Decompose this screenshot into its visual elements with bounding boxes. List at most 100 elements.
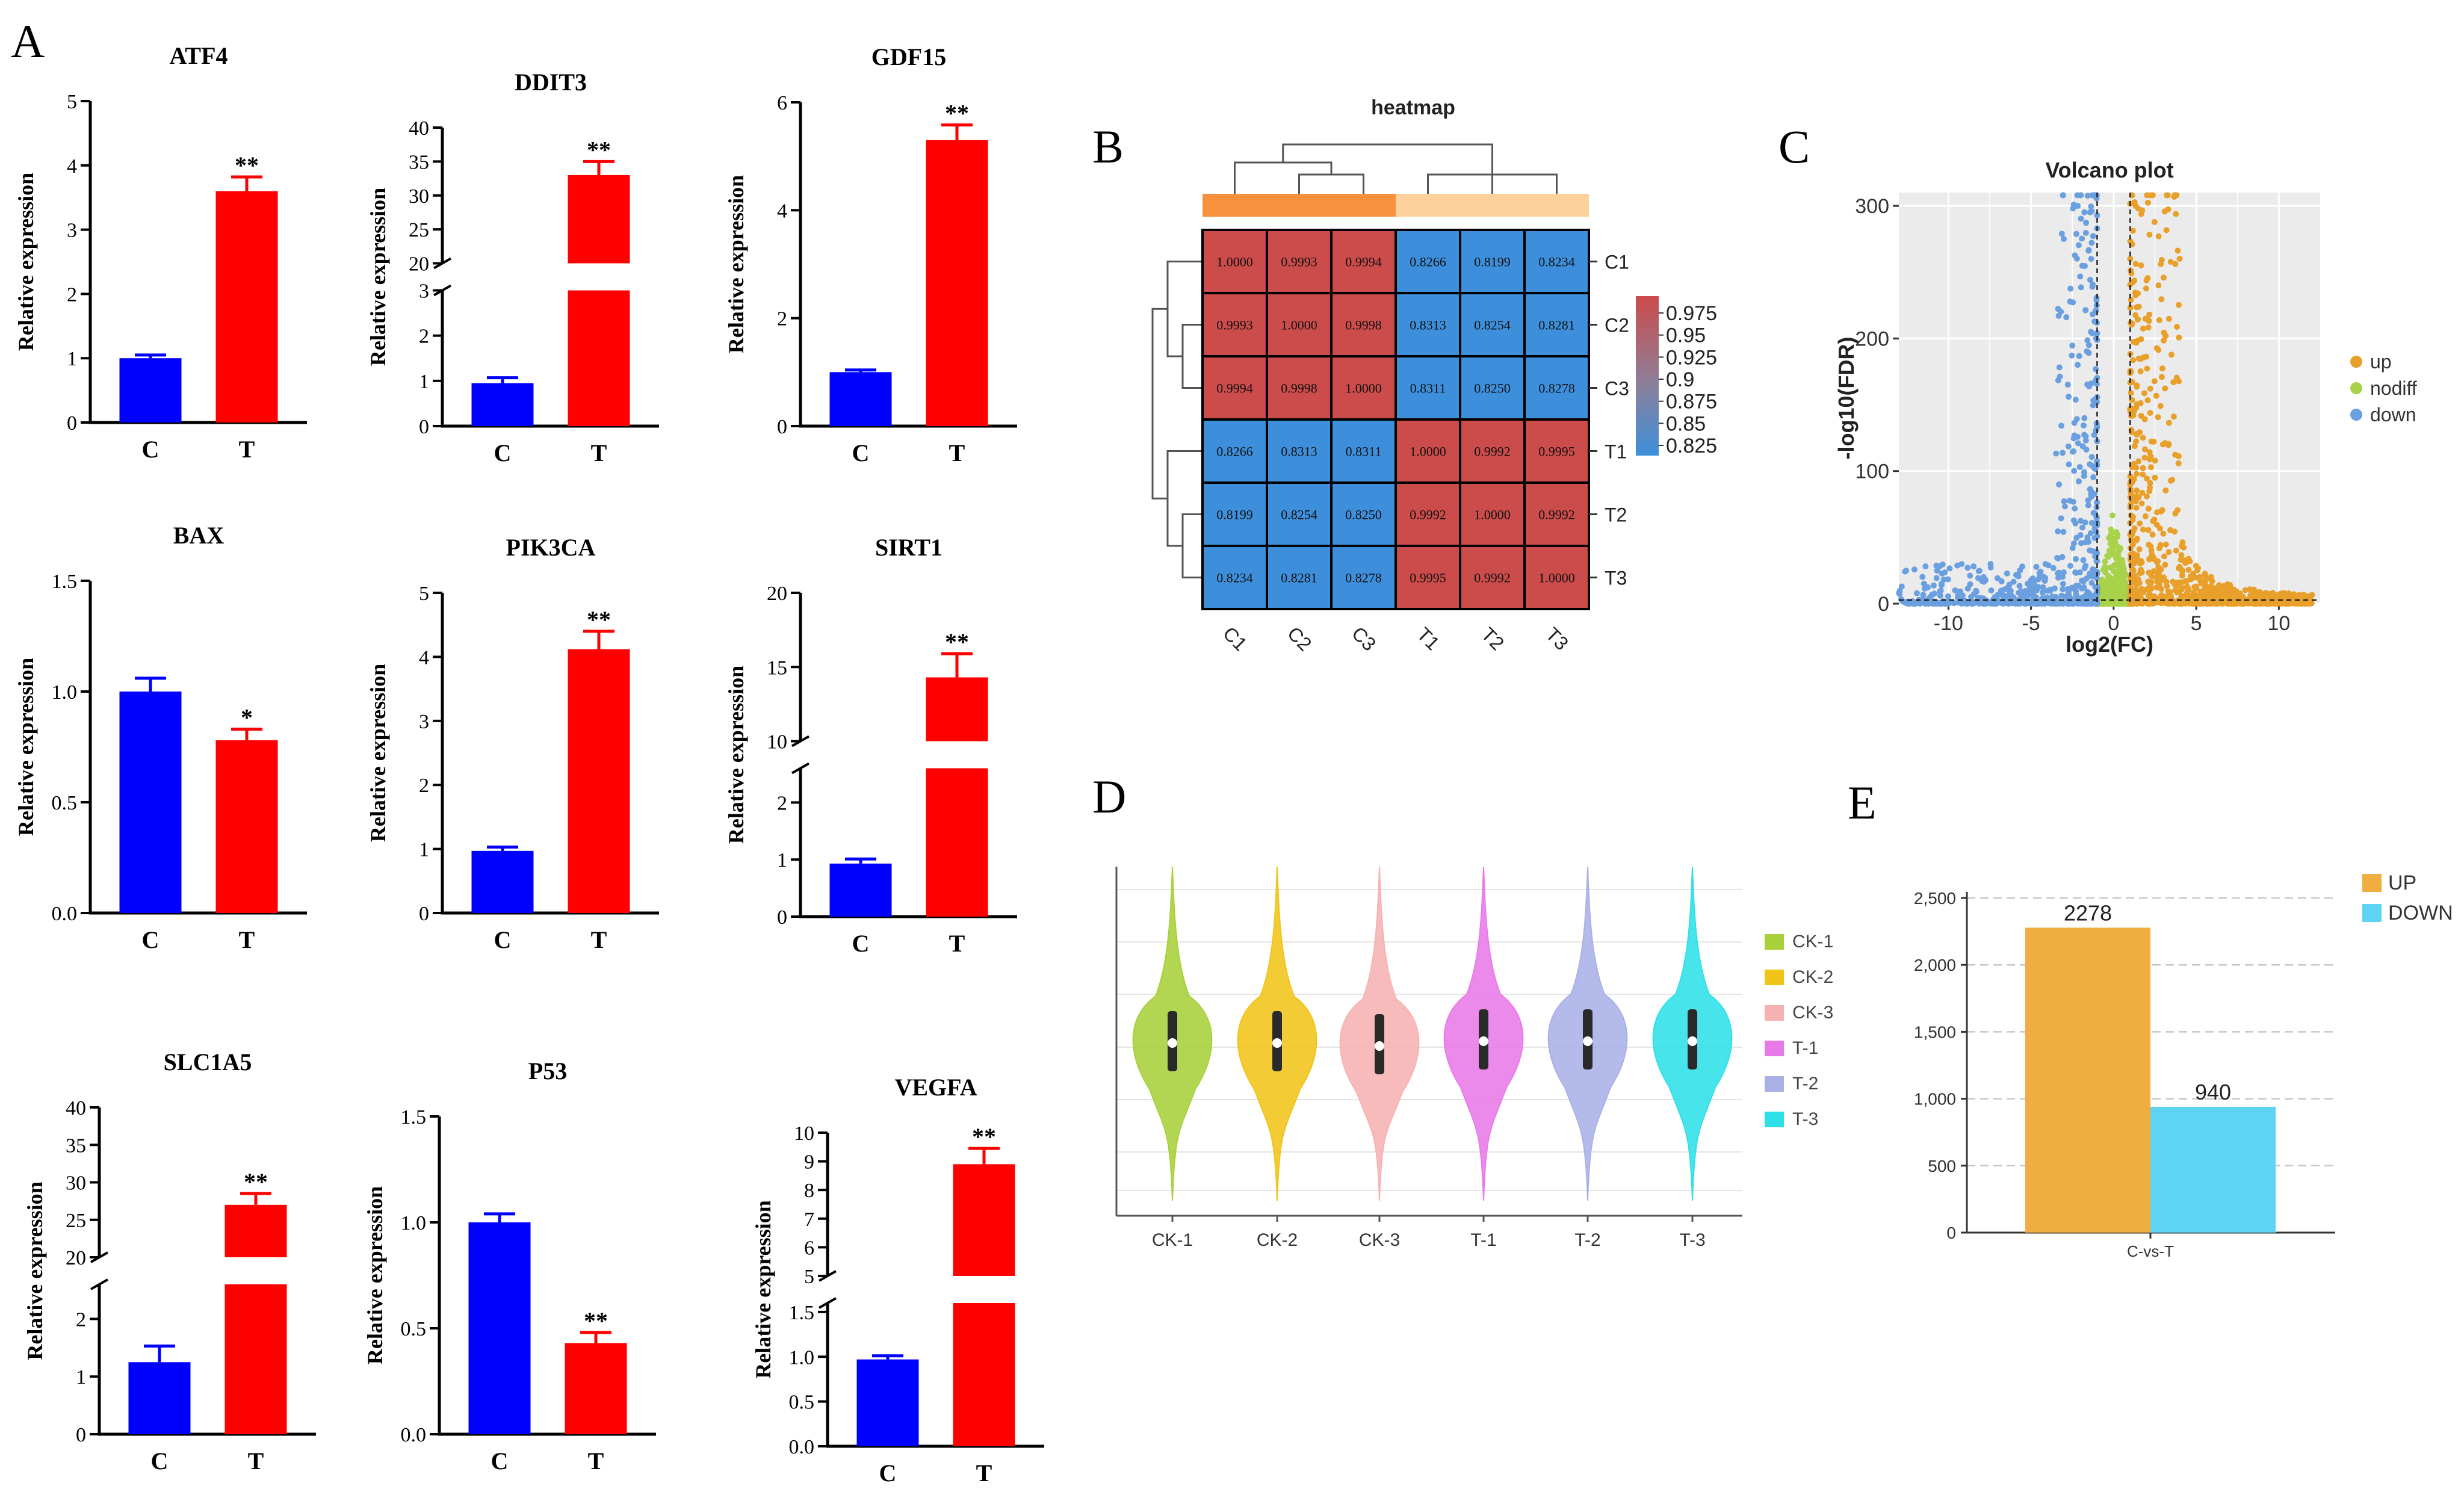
volcano-point (2059, 450, 2066, 456)
volcano-point (2239, 600, 2246, 607)
volcano-point (1970, 563, 1977, 570)
volcano-point (2151, 218, 2158, 225)
volcano-point (2050, 594, 2057, 601)
volcano-point (2134, 487, 2140, 494)
volcano-point (2217, 600, 2223, 607)
volcano-point (2185, 598, 2192, 604)
volcano-point (2107, 583, 2114, 589)
violin-panel: CK-1 CK-2 CK-3 T-1 T-2 T-3 CK-1 CK-2 CK-3 T-1 T-2 T… (1115, 866, 1833, 1250)
heatmap-col-label: C1 (1219, 622, 1251, 655)
volcano-point (2158, 586, 2164, 592)
volcano-point (2019, 563, 2026, 570)
volcano-point (2134, 316, 2141, 323)
volcano-point (2134, 338, 2141, 344)
legend-label: T-2 (1792, 1074, 1818, 1094)
violin-median (1583, 1036, 1593, 1046)
volcano-point (2070, 205, 2076, 212)
volcano-point (2098, 584, 2105, 590)
chart-title: VEGFA (894, 1074, 977, 1101)
colorbar-tick-label: 0.975 (1666, 302, 1717, 325)
bar-chart-bax: BAX Relative expression 0.0 0.5 1.0 1.5 C * T (14, 522, 307, 953)
volcano-point (2131, 497, 2137, 503)
volcano-point (2094, 398, 2100, 405)
volcano-point (2121, 569, 2128, 575)
volcano-point (2140, 526, 2147, 533)
volcano-point (2072, 556, 2079, 562)
violin-median (1168, 1038, 1177, 1048)
heatmap-cell-value: 0.8254 (1474, 318, 1511, 333)
legend-swatch-CK-1 (1765, 934, 1784, 950)
heatmap-cell-value: 0.8311 (1346, 444, 1382, 459)
y-tick-label: 1.5 (401, 1106, 427, 1128)
heatmap-cell-value: 1.0000 (1474, 507, 1511, 522)
volcano-point (2029, 592, 2036, 598)
x-tick-label: T (591, 439, 607, 466)
volcano-point (2144, 397, 2151, 404)
bar-C (128, 1362, 191, 1434)
volcano-point (2187, 573, 2194, 580)
volcano-point (1928, 592, 1935, 598)
volcano-point (1946, 600, 1952, 607)
y-tick-label: 5 (419, 583, 429, 605)
y-tick-label: 35 (66, 1134, 86, 1157)
x-tick-label: T (976, 1459, 992, 1487)
bar-C (119, 358, 182, 423)
heatmap-cell-value: 0.8311 (1410, 381, 1446, 396)
volcano-point (2165, 441, 2172, 447)
volcano-point (2075, 242, 2082, 249)
y-tick-label: 1.0 (52, 681, 78, 704)
volcano-point (2010, 578, 2017, 585)
significance-mark: ** (584, 1307, 608, 1334)
heatmap-cell (1395, 418, 1461, 484)
volcano-point (2130, 594, 2137, 601)
significance-mark: ** (972, 1123, 996, 1150)
volcano-point (2160, 530, 2167, 537)
heatmap-cell-value: 1.0000 (1538, 571, 1575, 586)
volcano-point (2140, 325, 2146, 332)
legend-label: CK-3 (1792, 1003, 1833, 1023)
heatmap-cell (1266, 481, 1333, 547)
heatmap-cell-value: 0.8313 (1281, 444, 1317, 459)
volcano-point (1921, 580, 1927, 587)
volcano-point (1946, 565, 1953, 572)
volcano-point (2144, 475, 2150, 482)
heatmap-cell (1395, 292, 1461, 358)
volcano-point (2117, 545, 2123, 551)
volcano-point (2090, 311, 2096, 318)
volcano-point (2142, 315, 2149, 322)
axis-break-mark (90, 1278, 108, 1290)
y-tick-label: 40 (66, 1097, 86, 1119)
dendrogram-branch (1181, 513, 1203, 578)
volcano-point (2145, 324, 2152, 331)
volcano-point (2081, 600, 2087, 607)
volcano-point (2247, 586, 2253, 593)
volcano-point (2159, 365, 2165, 372)
heatmap-cell (1395, 229, 1461, 294)
volcano-point (2061, 236, 2067, 243)
volcano-point (2082, 594, 2088, 601)
y-tick-label: 4 (419, 646, 429, 669)
heatmap-cell-value: 1.0000 (1345, 381, 1382, 396)
volcano-point (2250, 599, 2256, 605)
volcano-point (1942, 569, 1948, 576)
bar-chart-slc1a5: SLC1A5 Relative expression 0 1 2 20 25 30 35 40 C *… (23, 1048, 316, 1475)
x-tick-label: 10 (2267, 612, 2290, 635)
volcano-point (2045, 596, 2051, 602)
volcano-point (2140, 435, 2146, 441)
volcano-point (2082, 563, 2089, 569)
y-tick-label: 2,000 (1914, 956, 1956, 974)
heatmap-col-label: T2 (1477, 623, 1508, 654)
volcano-point (1987, 561, 1994, 568)
volcano-point (1945, 593, 1951, 599)
x-tick-label: C (494, 439, 512, 466)
volcano-point (2026, 583, 2033, 589)
volcano-point (2094, 550, 2100, 557)
volcano-point (2089, 192, 2096, 199)
volcano-point (2274, 600, 2280, 607)
dendrogram-branch (1282, 143, 1493, 163)
volcano-point (2085, 342, 2092, 348)
bar-T-upper (568, 175, 630, 264)
volcano-point (2133, 464, 2140, 471)
dendrogram-branch (1234, 161, 1333, 194)
heatmap-cell-value: 0.9994 (1345, 255, 1382, 270)
